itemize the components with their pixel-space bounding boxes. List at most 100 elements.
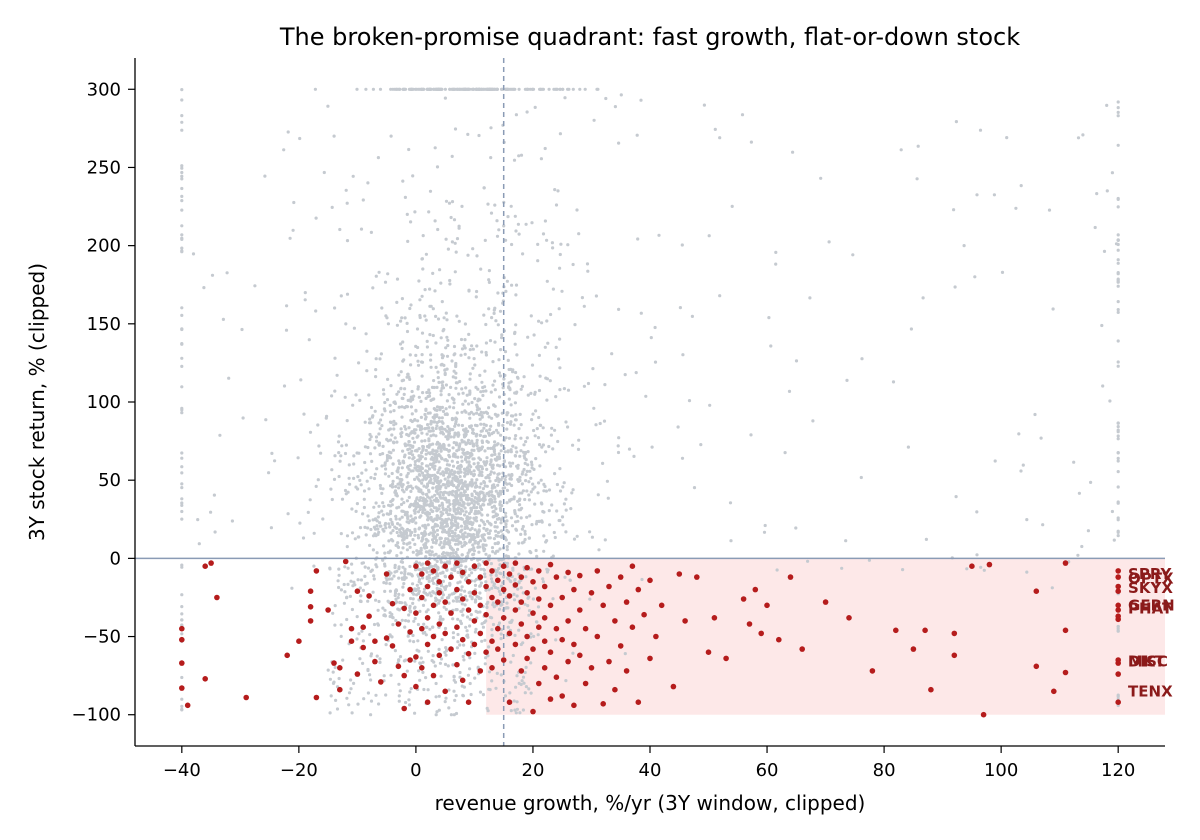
background-point bbox=[507, 436, 511, 440]
background-point bbox=[477, 468, 481, 472]
background-point bbox=[440, 546, 444, 550]
background-point bbox=[515, 594, 519, 598]
background-point bbox=[337, 434, 341, 438]
background-point bbox=[504, 465, 508, 469]
highlight-point bbox=[1115, 616, 1121, 623]
background-point bbox=[1081, 133, 1085, 137]
background-point bbox=[437, 601, 441, 605]
background-point bbox=[500, 333, 504, 337]
background-point bbox=[588, 530, 592, 534]
background-point bbox=[454, 534, 458, 538]
background-point bbox=[1116, 233, 1120, 237]
background-point bbox=[558, 337, 562, 341]
background-point bbox=[408, 609, 412, 613]
highlight-point bbox=[524, 655, 530, 662]
background-point bbox=[298, 136, 302, 141]
background-point bbox=[457, 224, 461, 228]
highlight-point bbox=[372, 638, 378, 644]
background-point bbox=[469, 424, 473, 428]
background-point bbox=[550, 241, 555, 245]
background-point bbox=[451, 428, 455, 432]
background-point bbox=[407, 698, 411, 702]
background-point bbox=[349, 687, 353, 691]
background-point bbox=[421, 391, 425, 395]
background-point bbox=[485, 439, 489, 443]
background-point bbox=[385, 456, 390, 460]
highlight-point bbox=[208, 560, 214, 566]
background-point bbox=[453, 241, 457, 245]
background-point bbox=[502, 377, 506, 381]
background-point bbox=[416, 639, 420, 643]
background-point bbox=[431, 533, 436, 537]
background-point bbox=[442, 447, 447, 451]
background-point bbox=[377, 432, 381, 436]
background-point bbox=[180, 618, 184, 622]
background-point bbox=[397, 576, 401, 580]
background-point bbox=[451, 493, 455, 497]
background-point bbox=[451, 375, 455, 379]
background-point bbox=[519, 423, 523, 427]
background-point bbox=[263, 174, 267, 178]
background-point bbox=[499, 492, 503, 496]
background-point bbox=[467, 332, 471, 336]
background-point bbox=[1116, 456, 1120, 460]
background-point bbox=[488, 479, 492, 483]
background-point bbox=[473, 630, 477, 634]
background-point bbox=[483, 638, 487, 642]
background-point bbox=[457, 433, 461, 437]
background-point bbox=[627, 447, 632, 451]
background-point bbox=[462, 501, 466, 506]
background-point bbox=[592, 406, 596, 410]
background-point bbox=[445, 459, 449, 463]
background-point bbox=[421, 524, 425, 528]
background-point bbox=[493, 404, 497, 408]
ticker-label: MKT bbox=[1128, 653, 1166, 671]
background-point bbox=[478, 373, 482, 377]
background-point bbox=[558, 252, 562, 257]
background-point bbox=[490, 486, 494, 490]
background-point bbox=[431, 590, 435, 594]
background-point bbox=[644, 394, 648, 398]
background-point bbox=[525, 469, 529, 473]
background-point bbox=[515, 700, 519, 704]
background-point bbox=[339, 588, 343, 592]
background-point bbox=[454, 386, 458, 390]
background-point bbox=[479, 498, 483, 502]
background-point bbox=[400, 316, 404, 320]
background-point bbox=[447, 560, 452, 564]
background-point bbox=[415, 449, 419, 453]
background-point bbox=[465, 515, 469, 519]
background-point bbox=[533, 502, 537, 506]
background-point bbox=[439, 523, 444, 527]
background-point bbox=[393, 570, 397, 574]
background-point bbox=[363, 445, 367, 449]
background-point bbox=[601, 461, 605, 465]
background-point bbox=[513, 633, 517, 638]
background-point bbox=[447, 473, 451, 477]
background-point bbox=[414, 507, 418, 511]
background-point bbox=[384, 526, 388, 530]
background-point bbox=[517, 491, 522, 495]
background-point bbox=[448, 583, 452, 587]
background-point bbox=[345, 292, 350, 296]
background-point bbox=[353, 537, 357, 541]
background-point bbox=[432, 397, 436, 401]
background-point bbox=[422, 484, 426, 488]
background-point bbox=[623, 652, 627, 656]
background-point bbox=[472, 469, 476, 473]
y-axis-label: 3Y stock return, % (clipped) bbox=[25, 263, 49, 541]
background-point bbox=[407, 703, 412, 707]
background-point bbox=[429, 594, 433, 598]
background-point bbox=[475, 478, 479, 482]
highlight-point bbox=[424, 699, 431, 705]
background-point bbox=[362, 489, 367, 493]
background-point bbox=[454, 250, 458, 254]
background-point bbox=[639, 98, 643, 102]
background-point bbox=[392, 441, 396, 445]
background-point bbox=[475, 519, 479, 523]
background-point bbox=[180, 517, 184, 521]
background-point bbox=[499, 673, 503, 677]
background-point bbox=[429, 499, 433, 503]
background-point bbox=[541, 87, 546, 91]
background-point bbox=[1116, 421, 1120, 425]
